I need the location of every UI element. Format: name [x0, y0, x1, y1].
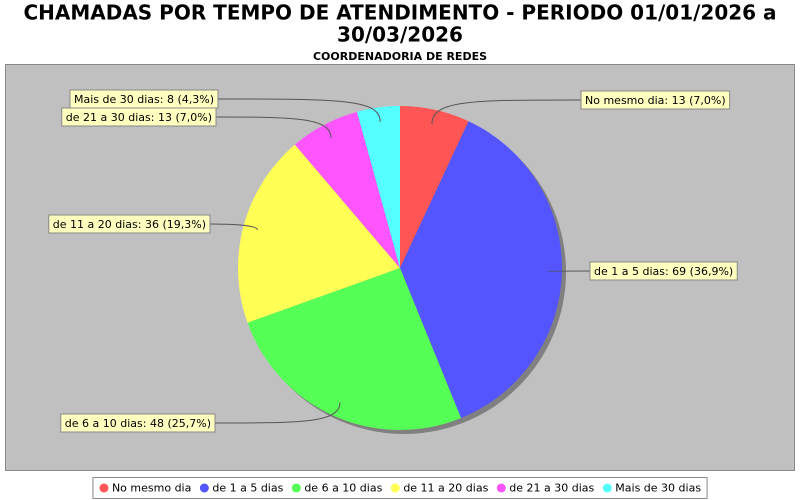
legend-label: de 11 a 20 dias [403, 482, 488, 495]
data-label: No mesmo dia: 13 (7,0%) [585, 94, 726, 107]
leader-line [215, 116, 332, 138]
chart-title: 30/03/2026 [337, 23, 463, 47]
data-label: de 21 a 30 dias: 13 (7,0%) [66, 111, 212, 124]
legend-marker [390, 483, 400, 493]
label-box [589, 261, 738, 281]
legend: No mesmo dia de 1 a 5 dias de 6 a 10 dias d… [99, 482, 701, 495]
pie-slice [400, 106, 469, 268]
pie-slice [237, 144, 400, 323]
leader-line [209, 223, 259, 231]
chart-title: CHAMADAS POR TEMPO DE ATENDIMENTO - PERI… [23, 1, 776, 25]
label-box [580, 90, 731, 110]
legend-marker [496, 483, 506, 493]
pie-slice [400, 121, 562, 419]
label-box [69, 89, 219, 109]
pie-slice [247, 268, 462, 430]
legend-label: de 21 a 30 dias [509, 482, 594, 495]
label-box [60, 413, 216, 433]
data-label: de 1 a 5 dias: 69 (36,9%) [594, 265, 733, 278]
legend-marker [99, 483, 109, 493]
pie-slice [294, 111, 400, 268]
label-box [48, 214, 211, 234]
data-label: de 11 a 20 dias: 36 (19,3%) [53, 218, 206, 231]
pie-slice [356, 106, 400, 268]
legend-marker [199, 483, 209, 493]
data-label: Mais de 30 dias: 8 (4,3%) [74, 93, 214, 106]
chart-subtitle: COORDENADORIA DE REDES [313, 50, 487, 63]
leader-line [217, 98, 381, 122]
legend-marker [602, 483, 612, 493]
leader-line [431, 99, 582, 125]
legend-box [92, 477, 708, 499]
legend-label: No mesmo dia [112, 482, 191, 495]
legend-label: de 1 a 5 dias [212, 482, 283, 495]
leader-line [546, 270, 591, 273]
leader-line [214, 402, 341, 424]
data-label: de 6 a 10 dias: 48 (25,7%) [65, 417, 211, 430]
legend-label: Mais de 30 dias [615, 482, 701, 495]
legend-marker [291, 483, 301, 493]
legend-label: de 6 a 10 dias [304, 482, 382, 495]
